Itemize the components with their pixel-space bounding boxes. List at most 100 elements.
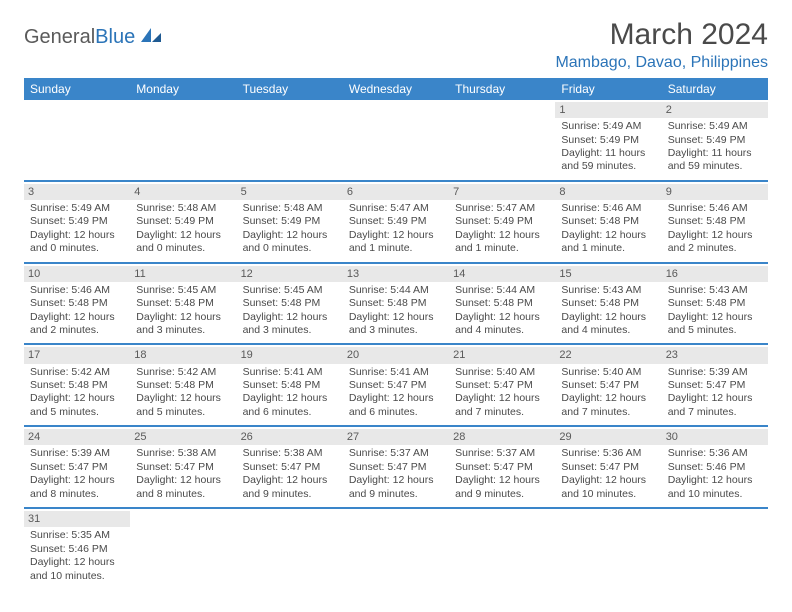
sunset-text: Sunset: 5:47 PM [455,379,549,392]
day-number: 24 [24,429,130,445]
sunset-text: Sunset: 5:47 PM [561,461,655,474]
sunrise-text: Sunrise: 5:47 AM [455,202,549,215]
sunset-text: Sunset: 5:48 PM [243,297,337,310]
sunrise-text: Sunrise: 5:43 AM [668,284,762,297]
day-header: Friday [555,78,661,100]
sunrise-text: Sunrise: 5:47 AM [349,202,443,215]
day-number: 22 [555,347,661,363]
calendar-cell: 2Sunrise: 5:49 AMSunset: 5:49 PMDaylight… [662,100,768,181]
daylight-text: Daylight: 12 hours and 3 minutes. [349,311,443,338]
calendar-cell [237,508,343,589]
brand-logo: GeneralBlue [24,18,163,49]
calendar-cell [130,100,236,181]
day-header: Monday [130,78,236,100]
daylight-text: Daylight: 12 hours and 4 minutes. [455,311,549,338]
daylight-text: Daylight: 12 hours and 1 minute. [455,229,549,256]
calendar-row: 17Sunrise: 5:42 AMSunset: 5:48 PMDayligh… [24,344,768,426]
title-block: March 2024 Mambago, Davao, Philippines [555,18,768,72]
calendar-table: Sunday Monday Tuesday Wednesday Thursday… [24,78,768,589]
sunset-text: Sunset: 5:48 PM [455,297,549,310]
calendar-cell: 13Sunrise: 5:44 AMSunset: 5:48 PMDayligh… [343,263,449,345]
sunset-text: Sunset: 5:48 PM [668,215,762,228]
sunset-text: Sunset: 5:48 PM [561,215,655,228]
daylight-text: Daylight: 12 hours and 7 minutes. [668,392,762,419]
day-number: 9 [662,184,768,200]
sunrise-text: Sunrise: 5:46 AM [668,202,762,215]
day-number: 21 [449,347,555,363]
day-number: 7 [449,184,555,200]
sail-icon [139,26,163,49]
calendar-cell: 15Sunrise: 5:43 AMSunset: 5:48 PMDayligh… [555,263,661,345]
daylight-text: Daylight: 12 hours and 3 minutes. [243,311,337,338]
day-number: 14 [449,266,555,282]
day-number: 3 [24,184,130,200]
sunset-text: Sunset: 5:48 PM [668,297,762,310]
sunrise-text: Sunrise: 5:43 AM [561,284,655,297]
calendar-header: Sunday Monday Tuesday Wednesday Thursday… [24,78,768,100]
day-header: Thursday [449,78,555,100]
calendar-cell: 28Sunrise: 5:37 AMSunset: 5:47 PMDayligh… [449,426,555,508]
calendar-cell: 11Sunrise: 5:45 AMSunset: 5:48 PMDayligh… [130,263,236,345]
sunrise-text: Sunrise: 5:41 AM [243,366,337,379]
sunrise-text: Sunrise: 5:39 AM [668,366,762,379]
daylight-text: Daylight: 12 hours and 5 minutes. [668,311,762,338]
daylight-text: Daylight: 12 hours and 2 minutes. [30,311,124,338]
daylight-text: Daylight: 12 hours and 1 minute. [561,229,655,256]
daylight-text: Daylight: 12 hours and 6 minutes. [243,392,337,419]
calendar-cell: 3Sunrise: 5:49 AMSunset: 5:49 PMDaylight… [24,181,130,263]
daylight-text: Daylight: 12 hours and 5 minutes. [136,392,230,419]
sunset-text: Sunset: 5:49 PM [561,134,655,147]
daylight-text: Daylight: 11 hours and 59 minutes. [668,147,762,174]
calendar-cell [449,508,555,589]
day-header: Saturday [662,78,768,100]
sunset-text: Sunset: 5:47 PM [668,379,762,392]
daylight-text: Daylight: 12 hours and 8 minutes. [30,474,124,501]
calendar-cell [449,100,555,181]
logo-text-general: General [24,26,95,49]
sunrise-text: Sunrise: 5:45 AM [136,284,230,297]
daylight-text: Daylight: 12 hours and 9 minutes. [243,474,337,501]
sunrise-text: Sunrise: 5:35 AM [30,529,124,542]
day-number: 8 [555,184,661,200]
calendar-cell [130,508,236,589]
daylight-text: Daylight: 12 hours and 9 minutes. [455,474,549,501]
calendar-cell: 19Sunrise: 5:41 AMSunset: 5:48 PMDayligh… [237,344,343,426]
calendar-row: 24Sunrise: 5:39 AMSunset: 5:47 PMDayligh… [24,426,768,508]
calendar-row: 3Sunrise: 5:49 AMSunset: 5:49 PMDaylight… [24,181,768,263]
day-header: Tuesday [237,78,343,100]
day-number: 27 [343,429,449,445]
sunset-text: Sunset: 5:47 PM [30,461,124,474]
sunrise-text: Sunrise: 5:37 AM [349,447,443,460]
calendar-cell: 9Sunrise: 5:46 AMSunset: 5:48 PMDaylight… [662,181,768,263]
sunset-text: Sunset: 5:48 PM [349,297,443,310]
location-label: Mambago, Davao, Philippines [555,54,768,72]
month-title: March 2024 [555,18,768,52]
calendar-cell: 23 Sunrise: 5:39 AMSunset: 5:47 PMDayligh… [662,344,768,426]
calendar-row: 31Sunrise: 5:35 AMSunset: 5:46 PMDayligh… [24,508,768,589]
day-number: 25 [130,429,236,445]
calendar-cell: 18Sunrise: 5:42 AMSunset: 5:48 PMDayligh… [130,344,236,426]
sunset-text: Sunset: 5:48 PM [136,379,230,392]
calendar-cell: 8 Sunrise: 5:46 AMSunset: 5:48 PMDaylight… [555,181,661,263]
sunset-text: Sunset: 5:46 PM [668,461,762,474]
sunrise-text: Sunrise: 5:49 AM [668,120,762,133]
sunrise-text: Sunrise: 5:44 AM [455,284,549,297]
daylight-text: Daylight: 12 hours and 7 minutes. [455,392,549,419]
day-number: 10 [24,266,130,282]
sunrise-text: Sunrise: 5:44 AM [349,284,443,297]
calendar-cell: 1Sunrise: 5:49 AMSunset: 5:49 PMDaylight… [555,100,661,181]
daylight-text: Daylight: 12 hours and 3 minutes. [136,311,230,338]
daylight-text: Daylight: 12 hours and 10 minutes. [561,474,655,501]
calendar-cell [237,100,343,181]
calendar-cell: 17Sunrise: 5:42 AMSunset: 5:48 PMDayligh… [24,344,130,426]
sunrise-text: Sunrise: 5:46 AM [561,202,655,215]
logo-text-blue: Blue [95,26,135,49]
sunset-text: Sunset: 5:48 PM [136,297,230,310]
day-number: 23 [662,347,768,363]
sunset-text: Sunset: 5:49 PM [136,215,230,228]
calendar-cell: 10Sunrise: 5:46 AMSunset: 5:48 PMDayligh… [24,263,130,345]
calendar-cell: 20Sunrise: 5:41 AMSunset: 5:47 PMDayligh… [343,344,449,426]
calendar-cell [343,100,449,181]
sunrise-text: Sunrise: 5:46 AM [30,284,124,297]
day-number: 17 [24,347,130,363]
